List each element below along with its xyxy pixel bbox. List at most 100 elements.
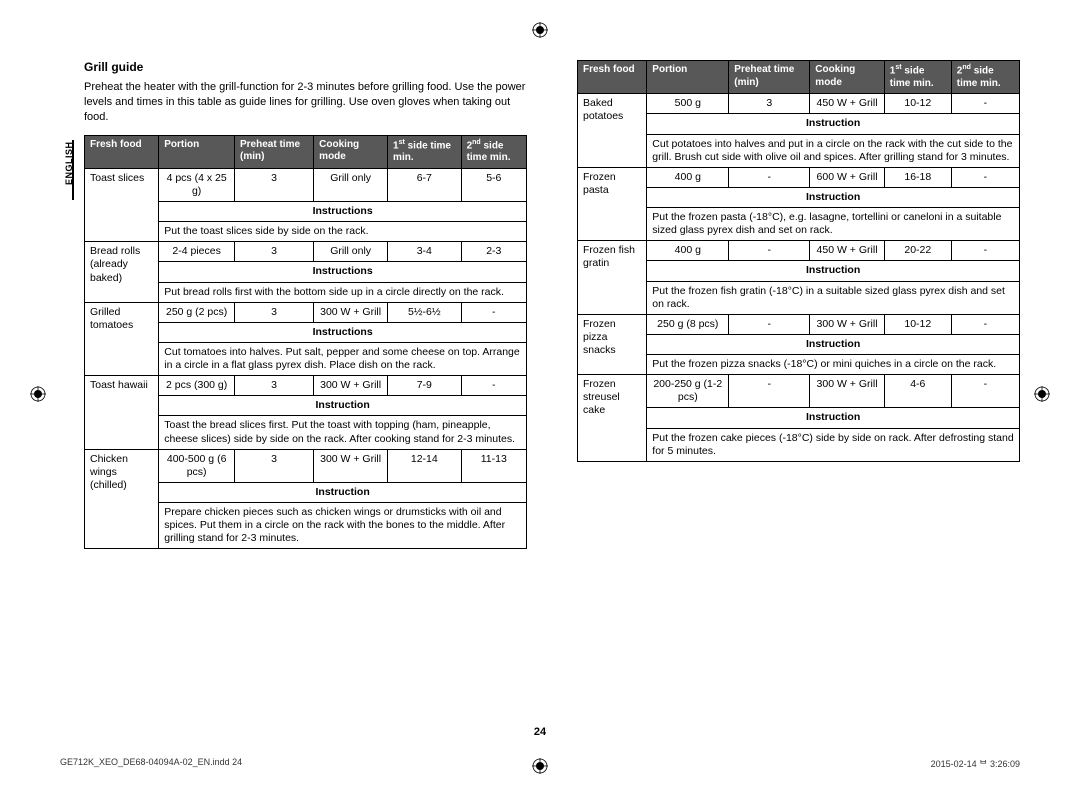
table-row: Grilled tomatoes250 g (2 pcs)3300 W + Gr… xyxy=(85,302,527,322)
instruction-label: Instruction xyxy=(647,261,1020,281)
cell-food: Frozen streusel cake xyxy=(578,375,647,462)
registration-mark-icon xyxy=(532,758,548,774)
col-preheat: Preheat time (min) xyxy=(729,61,810,94)
instruction-text: Put the toast slices side by side on the… xyxy=(159,222,527,242)
registration-mark-icon xyxy=(30,386,46,402)
cell-portion: 400-500 g (6 pcs) xyxy=(159,449,235,482)
table-row: Toast hawaii2 pcs (300 g)3300 W + Grill7… xyxy=(85,376,527,396)
cell-mode: Grill only xyxy=(314,168,388,201)
cell-mode: 300 W + Grill xyxy=(314,302,388,322)
cell-side1: 4-6 xyxy=(884,375,951,408)
page-content: Grill guide Preheat the heater with the … xyxy=(0,0,1080,589)
cell-preheat: - xyxy=(729,375,810,408)
cell-food: Grilled tomatoes xyxy=(85,302,159,376)
cell-portion: 2-4 pieces xyxy=(159,242,235,262)
cell-preheat: - xyxy=(729,241,810,261)
instruction-text: Cut tomatoes into halves. Put salt, pepp… xyxy=(159,342,527,375)
footer-file: GE712K_XEO_DE68-04094A-02_EN.indd 24 xyxy=(60,757,242,770)
table-row: Toast slices4 pcs (4 x 25 g)3Grill only6… xyxy=(85,168,527,201)
instruction-text: Put the frozen pizza snacks (-18°C) or m… xyxy=(647,355,1020,375)
cell-side1: 7-9 xyxy=(388,376,462,396)
cell-preheat: 3 xyxy=(235,302,314,322)
grill-table-left: Fresh foodPortionPreheat time (min)Cooki… xyxy=(84,135,527,550)
registration-mark-icon xyxy=(1034,386,1050,402)
table-row: Frozen pizza snacks250 g (8 pcs)-300 W +… xyxy=(578,314,1020,334)
instruction-label: Instructions xyxy=(159,262,527,282)
cell-food: Baked potatoes xyxy=(578,94,647,168)
intro-text: Preheat the heater with the grill-functi… xyxy=(84,80,527,125)
cell-side2: - xyxy=(951,94,1019,114)
cell-preheat: 3 xyxy=(235,449,314,482)
col-food: Fresh food xyxy=(578,61,647,94)
cell-side1: 16-18 xyxy=(884,167,951,187)
cell-preheat: 3 xyxy=(235,376,314,396)
cell-side2: - xyxy=(461,302,526,322)
cell-food: Frozen fish gratin xyxy=(578,241,647,315)
col-side1: 1st side time min. xyxy=(388,135,462,168)
grill-table-right: Fresh foodPortionPreheat time (min)Cooki… xyxy=(577,60,1020,462)
cell-portion: 400 g xyxy=(647,241,729,261)
cell-mode: 300 W + Grill xyxy=(314,376,388,396)
cell-side2: - xyxy=(951,314,1019,334)
cell-preheat: - xyxy=(729,167,810,187)
col-side1: 1st side time min. xyxy=(884,61,951,94)
table-row: Baked potatoes500 g3450 W + Grill10-12- xyxy=(578,94,1020,114)
footer-date: 2015-02-14 ᄇ 3:26:09 xyxy=(931,757,1020,770)
right-column: Fresh foodPortionPreheat time (min)Cooki… xyxy=(577,60,1020,549)
cell-side2: 5-6 xyxy=(461,168,526,201)
col-food: Fresh food xyxy=(85,135,159,168)
instruction-text: Put the frozen fish gratin (-18°C) in a … xyxy=(647,281,1020,314)
instruction-label: Instruction xyxy=(647,408,1020,428)
cell-preheat: - xyxy=(729,314,810,334)
cell-portion: 200-250 g (1-2 pcs) xyxy=(647,375,729,408)
cell-food: Bread rolls (already baked) xyxy=(85,242,159,302)
cell-side1: 10-12 xyxy=(884,94,951,114)
cell-side2: - xyxy=(951,241,1019,261)
instruction-label: Instruction xyxy=(159,482,527,502)
cell-mode: 450 W + Grill xyxy=(810,241,885,261)
col-mode: Cooking mode xyxy=(810,61,885,94)
section-title: Grill guide xyxy=(84,60,527,74)
cell-portion: 4 pcs (4 x 25 g) xyxy=(159,168,235,201)
cell-portion: 250 g (8 pcs) xyxy=(647,314,729,334)
instruction-text: Put the frozen cake pieces (-18°C) side … xyxy=(647,428,1020,461)
cell-mode: 600 W + Grill xyxy=(810,167,885,187)
cell-side2: 2-3 xyxy=(461,242,526,262)
table-row: Frozen pasta400 g-600 W + Grill16-18- xyxy=(578,167,1020,187)
instruction-label: Instruction xyxy=(647,114,1020,134)
cell-side2: - xyxy=(461,376,526,396)
cell-preheat: 3 xyxy=(729,94,810,114)
cell-portion: 400 g xyxy=(647,167,729,187)
instruction-label: Instruction xyxy=(647,334,1020,354)
instruction-text: Put bread rolls first with the bottom si… xyxy=(159,282,527,302)
instruction-text: Put the frozen pasta (-18°C), e.g. lasag… xyxy=(647,208,1020,241)
cell-side1: 20-22 xyxy=(884,241,951,261)
cell-side1: 10-12 xyxy=(884,314,951,334)
col-side2: 2nd side time min. xyxy=(951,61,1019,94)
instruction-label: Instruction xyxy=(647,187,1020,207)
cell-mode: Grill only xyxy=(314,242,388,262)
instruction-text: Prepare chicken pieces such as chicken w… xyxy=(159,503,527,549)
instruction-label: Instructions xyxy=(159,322,527,342)
col-side2: 2nd side time min. xyxy=(461,135,526,168)
sidebar-line xyxy=(72,140,74,200)
cell-portion: 2 pcs (300 g) xyxy=(159,376,235,396)
col-mode: Cooking mode xyxy=(314,135,388,168)
instruction-label: Instructions xyxy=(159,202,527,222)
cell-side1: 5½-6½ xyxy=(388,302,462,322)
cell-food: Frozen pizza snacks xyxy=(578,314,647,374)
cell-food: Frozen pasta xyxy=(578,167,647,241)
col-portion: Portion xyxy=(159,135,235,168)
cell-mode: 300 W + Grill xyxy=(810,314,885,334)
cell-food: Toast slices xyxy=(85,168,159,242)
instruction-text: Toast the bread slices first. Put the to… xyxy=(159,416,527,449)
cell-side1: 12-14 xyxy=(388,449,462,482)
cell-preheat: 3 xyxy=(235,242,314,262)
cell-food: Chicken wings (chilled) xyxy=(85,449,159,549)
cell-side2: - xyxy=(951,375,1019,408)
table-row: Frozen streusel cake200-250 g (1-2 pcs)-… xyxy=(578,375,1020,408)
cell-side2: 11-13 xyxy=(461,449,526,482)
table-row: Frozen fish gratin400 g-450 W + Grill20-… xyxy=(578,241,1020,261)
table-row: Chicken wings (chilled)400-500 g (6 pcs)… xyxy=(85,449,527,482)
instruction-label: Instruction xyxy=(159,396,527,416)
